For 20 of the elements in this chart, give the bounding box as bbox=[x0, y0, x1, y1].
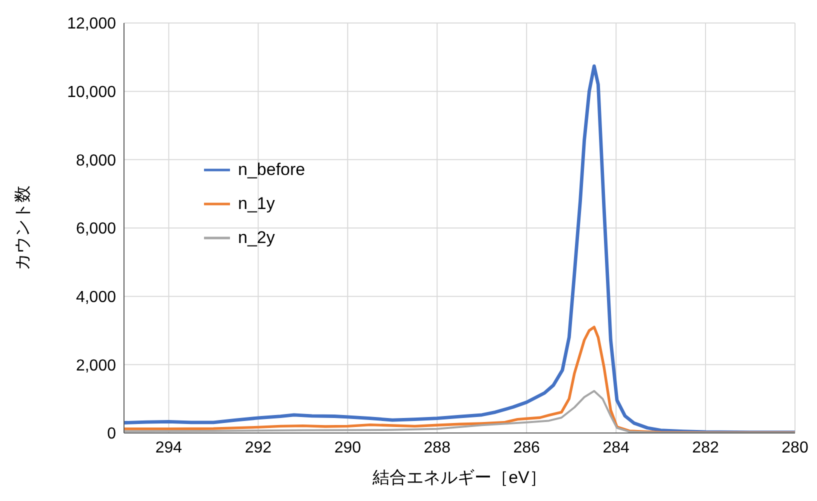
y-tick-label: 0 bbox=[107, 426, 116, 443]
x-tick-label: 286 bbox=[513, 439, 540, 456]
legend-label: n_before bbox=[238, 160, 306, 180]
x-axis-title: 結合エネルギー［eV］ bbox=[372, 468, 546, 487]
y-tick-label: 8,000 bbox=[76, 152, 116, 170]
y-tick-label: 6,000 bbox=[76, 220, 116, 238]
x-tick-label: 282 bbox=[692, 439, 719, 456]
y-tick-label: 2,000 bbox=[76, 357, 116, 374]
y-axis-title: カウント数 bbox=[13, 186, 32, 270]
x-tick-label: 294 bbox=[155, 439, 182, 456]
legend-label: n_1y bbox=[238, 194, 275, 214]
x-tick-label: 280 bbox=[782, 439, 808, 456]
legend-label: n_2y bbox=[238, 228, 275, 248]
x-tick-label: 292 bbox=[244, 439, 272, 456]
x-tick-label: 288 bbox=[424, 439, 451, 456]
y-tick-label: 10,000 bbox=[67, 84, 116, 102]
x-tick-label: 284 bbox=[602, 439, 630, 456]
y-tick-label: 12,000 bbox=[67, 16, 116, 33]
y-tick-label: 4,000 bbox=[76, 289, 116, 306]
x-tick-label: 290 bbox=[334, 439, 362, 456]
